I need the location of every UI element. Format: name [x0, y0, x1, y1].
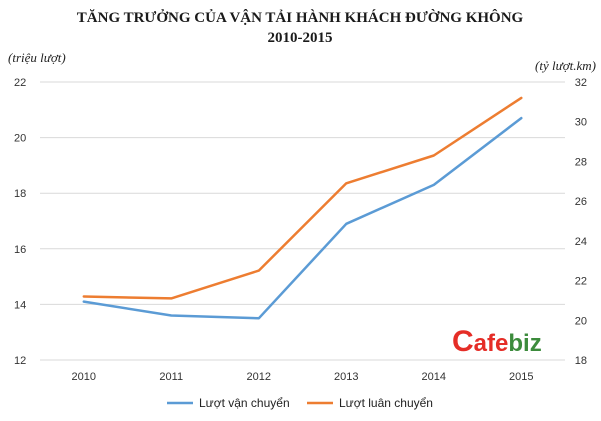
y-right-ticks: 18 20 22 24 26 28 30 32	[575, 77, 587, 367]
y-right-tick-label: 24	[575, 236, 587, 248]
x-ticks: 2010 2011 2012 2013 2014 2015	[72, 371, 534, 383]
y-left-ticks: 12 14 16 18 20 22	[14, 77, 26, 367]
y-left-tick-label: 12	[14, 355, 26, 367]
cafebiz-watermark: Cafebiz	[452, 325, 542, 358]
y-left-axis-label: (triệu lượt)	[8, 50, 66, 65]
y-left-tick-label: 18	[14, 188, 26, 200]
y-right-tick-label: 20	[575, 315, 587, 327]
legend-label-1: Lượt vận chuyển	[199, 396, 290, 410]
series-layer	[82, 96, 523, 320]
y-left-tick-label: 22	[14, 77, 26, 89]
x-tick-label: 2012	[247, 371, 271, 383]
gridlines	[40, 81, 565, 361]
watermark-afe: afe	[474, 330, 509, 357]
series-line-2	[82, 96, 523, 300]
y-right-tick-label: 28	[575, 156, 587, 168]
y-right-tick-label: 22	[575, 276, 587, 288]
chart-subtitle: 2010-2015	[268, 30, 333, 46]
legend-label-2: Lượt luân chuyển	[339, 396, 433, 410]
watermark-c: C	[452, 325, 474, 358]
series-line-1	[82, 116, 523, 320]
y-right-tick-label: 30	[575, 117, 587, 129]
y-right-tick-label: 26	[575, 196, 587, 208]
x-tick-label: 2015	[509, 371, 533, 383]
x-tick-label: 2010	[72, 371, 96, 383]
y-right-tick-label: 32	[575, 77, 587, 89]
y-left-tick-label: 16	[14, 244, 26, 256]
x-tick-label: 2014	[422, 371, 446, 383]
y-right-tick-label: 18	[575, 355, 587, 367]
legend: Lượt vận chuyển Lượt luân chuyển	[167, 396, 433, 410]
svg-text:Cafebiz: Cafebiz	[452, 325, 542, 358]
chart-title: TĂNG TRƯỞNG CỦA VẬN TẢI HÀNH KHÁCH ĐƯỜNG…	[77, 9, 524, 26]
y-left-tick-label: 14	[14, 299, 26, 311]
x-tick-label: 2011	[159, 371, 183, 383]
watermark-biz: biz	[508, 330, 541, 357]
x-tick-label: 2013	[334, 371, 358, 383]
y-right-axis-label: (tỷ lượt.km)	[535, 58, 596, 73]
y-left-tick-label: 20	[14, 133, 26, 145]
